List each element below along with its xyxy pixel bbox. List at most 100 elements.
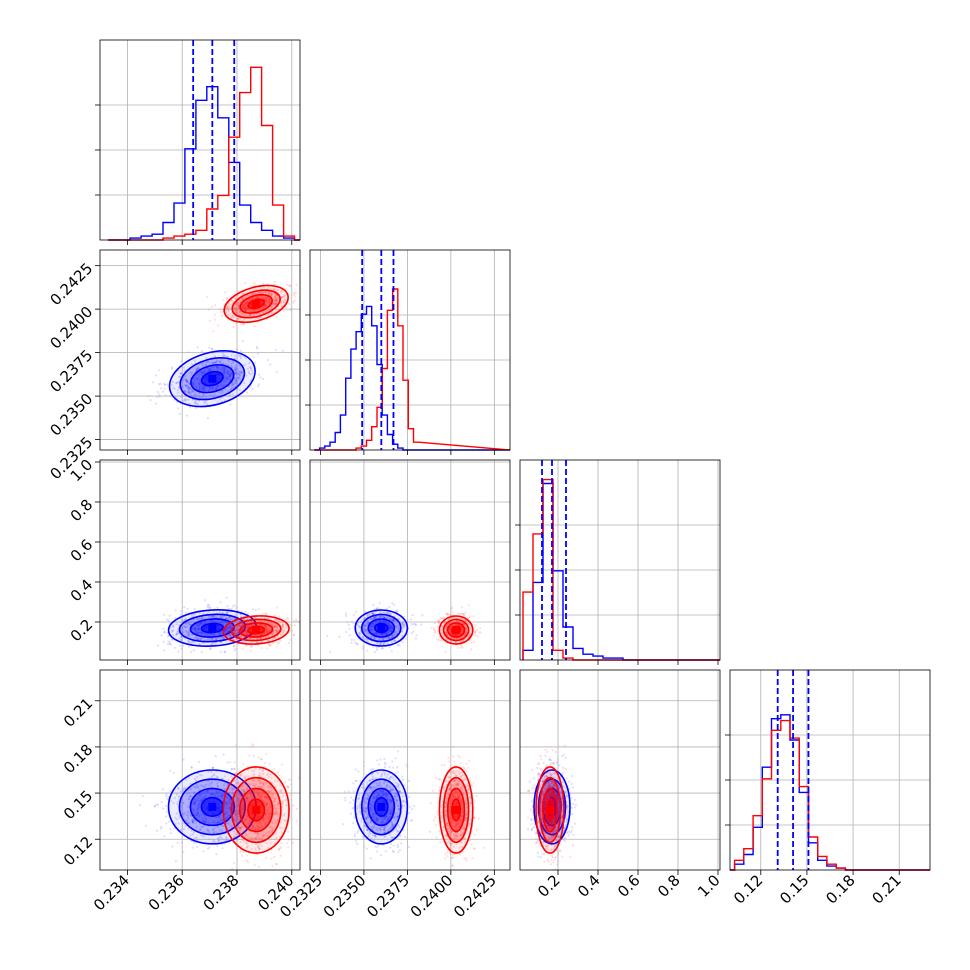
scatter-point xyxy=(212,638,215,642)
scatter-point xyxy=(225,628,228,631)
scatter-point xyxy=(246,367,249,370)
scatter-point xyxy=(188,386,191,389)
scatter-point xyxy=(373,612,376,615)
scatter-point xyxy=(219,834,222,838)
scatter-point xyxy=(365,802,368,805)
scatter-point xyxy=(353,835,356,838)
scatter-point xyxy=(234,810,237,813)
scatter-point xyxy=(388,637,391,640)
scatter-point xyxy=(221,384,224,387)
scatter-point xyxy=(370,636,373,639)
scatter-point xyxy=(198,367,201,370)
scatter-point xyxy=(182,378,185,381)
scatter-point xyxy=(398,849,401,852)
scatter-point xyxy=(381,638,384,641)
scatter-point xyxy=(205,783,208,786)
scatter-point xyxy=(219,615,222,619)
scatter-point xyxy=(571,826,574,829)
scatter-point xyxy=(209,387,212,390)
scatter-point xyxy=(371,612,374,615)
scatter-point xyxy=(256,634,259,637)
scatter-point xyxy=(186,632,189,635)
scatter-point xyxy=(200,387,203,390)
scatter-point xyxy=(194,627,197,630)
scatter-point xyxy=(389,629,392,632)
scatter-point xyxy=(225,836,228,840)
scatter-point xyxy=(365,628,368,632)
scatter-point xyxy=(200,384,203,387)
scatter-point xyxy=(184,819,187,823)
scatter-point xyxy=(394,632,397,635)
scatter-point xyxy=(200,774,204,777)
scatter-point xyxy=(344,799,347,802)
scatter-point xyxy=(191,628,194,631)
scatter-point xyxy=(404,835,407,839)
scatter-point xyxy=(207,611,210,614)
scatter-point xyxy=(182,625,186,628)
scatter-point xyxy=(400,622,403,625)
scatter-point xyxy=(216,385,219,388)
scatter-point xyxy=(200,799,203,802)
scatter-point xyxy=(572,833,575,836)
scatter-point xyxy=(227,360,230,363)
scatter-point xyxy=(172,625,175,629)
scatter-point xyxy=(371,612,374,615)
scatter-point xyxy=(386,616,389,619)
scatter-point xyxy=(216,837,219,840)
scatter-point xyxy=(194,406,197,409)
scatter-point xyxy=(167,619,171,622)
scatter-point xyxy=(222,368,225,371)
scatter-point xyxy=(530,800,533,803)
scatter-point xyxy=(409,805,412,808)
scatter-point xyxy=(208,782,211,785)
scatter-point xyxy=(386,631,389,634)
scatter-point xyxy=(233,291,237,294)
scatter-point xyxy=(242,789,245,793)
scatter-point xyxy=(183,397,187,400)
scatter-point xyxy=(202,797,205,800)
scatter-point xyxy=(237,782,240,785)
scatter-point xyxy=(197,628,200,631)
scatter-point xyxy=(402,623,406,626)
scatter-point xyxy=(370,623,373,626)
scatter-point xyxy=(401,634,404,637)
scatter-point xyxy=(394,628,397,631)
scatter-point xyxy=(558,764,561,767)
scatter-point xyxy=(211,766,214,769)
scatter-point xyxy=(214,789,217,792)
scatter-point xyxy=(262,817,265,820)
scatter-point xyxy=(220,796,224,799)
scatter-point xyxy=(207,389,210,392)
scatter-point xyxy=(237,643,240,646)
scatter-point xyxy=(267,358,270,362)
scatter-point xyxy=(228,800,231,804)
scatter-point xyxy=(228,624,232,627)
scatter-point xyxy=(365,628,368,631)
scatter-point xyxy=(247,625,250,628)
scatter-point xyxy=(175,633,178,636)
scatter-point xyxy=(233,354,236,357)
scatter-point xyxy=(251,388,254,391)
scatter-point xyxy=(198,384,201,387)
scatter-point xyxy=(204,397,208,400)
scatter-point xyxy=(230,787,233,791)
scatter-point xyxy=(193,629,197,632)
scatter-point xyxy=(225,617,229,620)
scatter-point xyxy=(388,646,391,649)
scatter-point xyxy=(216,821,219,824)
scatter-point xyxy=(211,828,214,832)
scatter-point xyxy=(397,624,400,627)
scatter-point xyxy=(210,633,213,636)
scatter-point xyxy=(227,618,230,621)
scatter-point xyxy=(218,796,221,799)
scatter-point xyxy=(245,834,248,837)
scatter-point xyxy=(233,644,236,647)
scatter-point xyxy=(228,797,231,801)
scatter-point xyxy=(213,830,216,833)
scatter-point xyxy=(216,782,219,785)
scatter-point xyxy=(225,617,228,620)
scatter-point xyxy=(387,623,391,626)
scatter-point xyxy=(388,629,391,632)
scatter-point xyxy=(391,602,394,605)
scatter-point xyxy=(233,381,236,384)
